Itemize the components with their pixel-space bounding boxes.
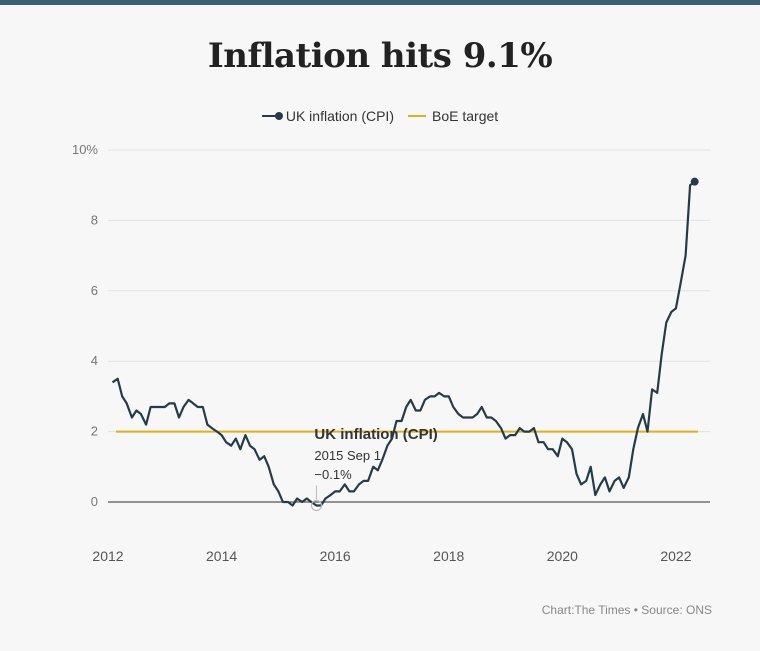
legend-cpi-label: UK inflation (CPI) xyxy=(285,108,394,124)
legend-target-swatch xyxy=(408,115,426,117)
x-axis-ticks: 2012 2014 2016 2018 2020 2022 xyxy=(92,548,691,564)
chart-source: Chart:The Times • Source: ONS xyxy=(541,603,712,617)
x-tick-label-2016: 2016 xyxy=(320,548,351,564)
legend-item-cpi[interactable]: UK inflation (CPI) xyxy=(261,108,394,124)
y-tick-label-6: 6 xyxy=(91,283,98,298)
gridlines xyxy=(108,149,710,503)
top-rule xyxy=(0,0,760,5)
annotation-date: 2015 Sep 1 xyxy=(314,448,381,463)
y-tick-label-0: 0 xyxy=(91,494,98,509)
x-tick-label-2014: 2014 xyxy=(206,548,237,564)
annotation-value: −0.1% xyxy=(314,467,352,482)
x-tick-label-2020: 2020 xyxy=(547,548,578,564)
y-tick-label-10: 10% xyxy=(72,142,98,157)
y-tick-label-8: 8 xyxy=(91,212,98,227)
legend: UK inflation (CPI) BoE target xyxy=(0,108,760,124)
annotation-highlight-point[interactable] xyxy=(310,499,323,512)
y-axis-ticks: 0 2 4 6 8 10% xyxy=(72,142,98,509)
cpi-latest-point[interactable] xyxy=(690,177,699,186)
y-tick-label-2: 2 xyxy=(91,424,98,439)
y-tick-label-4: 4 xyxy=(91,353,98,368)
cpi-series-line[interactable] xyxy=(111,180,696,507)
chart-title: Inflation hits 9.1% xyxy=(207,36,553,76)
x-tick-label-2012: 2012 xyxy=(92,548,123,564)
legend-item-target[interactable]: BoE target xyxy=(408,108,498,124)
annotation-series: UK inflation (CPI) xyxy=(314,426,437,443)
x-tick-label-2022: 2022 xyxy=(660,548,691,564)
legend-cpi-swatch xyxy=(261,112,283,120)
legend-target-label: BoE target xyxy=(432,108,499,124)
x-tick-label-2018: 2018 xyxy=(433,548,464,564)
